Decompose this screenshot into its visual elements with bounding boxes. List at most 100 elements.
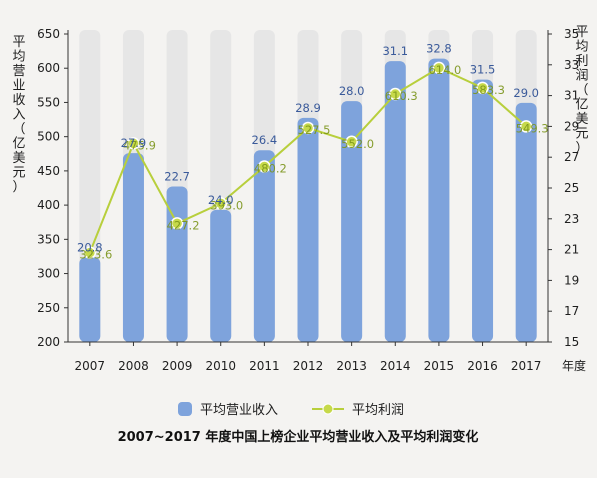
x-axis: 2007 2008 2009 2010 2011 2012 2013 2014 2015 2016…: [68, 341, 586, 373]
left-tick-label: 200: [37, 335, 60, 349]
chart-caption: 2007~2017 年度中国上榜企业平均营业收入及平均利润变化: [118, 429, 479, 445]
right-tick-label: 19: [564, 273, 579, 287]
revenue-data-label: 552.0: [341, 137, 374, 151]
revenue-data-label: 393.0: [210, 198, 243, 212]
revenue-data-label: 549.3: [516, 121, 549, 135]
left-axis-title-char: 业: [12, 79, 25, 94]
left-tick-label: 400: [37, 198, 60, 212]
right-tick-label: 29: [564, 119, 579, 133]
legend-line-marker: [322, 403, 334, 415]
revenue-bar: [428, 58, 450, 342]
revenue-data-label: 527.5: [298, 123, 331, 137]
right-tick-label: 23: [564, 212, 579, 226]
right-tick-label: 35: [564, 27, 579, 41]
left-axis-title-char: 元: [12, 166, 25, 181]
profit-data-label: 32.8: [426, 42, 452, 56]
right-axis-title-char: 美: [575, 112, 588, 127]
left-tick-label: 500: [37, 130, 60, 144]
left-axis-title-char: 收: [12, 93, 25, 108]
profit-marker: [127, 137, 140, 150]
legend-line-label: 平均利润: [352, 403, 404, 418]
x-tick-label: 2017: [511, 359, 542, 373]
profit-marker: [258, 160, 271, 173]
profit-marker: [476, 81, 489, 95]
revenue-data-label: 480.2: [254, 161, 287, 175]
x-tick-label: 2008: [118, 359, 149, 373]
right-tick-label: 21: [564, 243, 579, 257]
x-tick-label: 2011: [249, 359, 280, 373]
revenue-data-label: 427.2: [167, 218, 200, 232]
right-axis-title-char: ）: [575, 141, 588, 156]
revenue-data-label: 323.6: [79, 248, 112, 262]
revenue-bar: [384, 61, 406, 342]
revenue-bar: [210, 209, 232, 342]
right-tick-label: 15: [564, 335, 579, 349]
x-tick-label: 2012: [293, 359, 324, 373]
right-tick-label: 31: [564, 89, 579, 103]
revenue-data-label: 583.3: [472, 83, 505, 97]
right-axis-title-char: （: [575, 83, 588, 98]
profit-marker: [214, 197, 227, 210]
profit-marker: [83, 246, 97, 259]
revenue-bar: [341, 101, 363, 342]
profit-data-label: 28.9: [295, 101, 321, 115]
revenue-data-label: 475.9: [123, 138, 156, 152]
right-tick-label: 33: [564, 58, 579, 72]
left-axis: 200 250 300 350 400 450 500 550 600 650 平均营业收入（亿美元…: [12, 27, 69, 349]
revenue-bar: [79, 257, 101, 342]
profit-data-label: 31.5: [470, 63, 496, 77]
right-axis-title-char: 平: [575, 25, 588, 40]
right-axis-title-char: 均: [575, 40, 588, 55]
left-axis-title-char: ）: [12, 180, 25, 195]
profit-line: [83, 61, 533, 259]
profit-data-label: 27.9: [121, 136, 147, 150]
profit-data-label: 31.1: [382, 44, 408, 58]
legend-bar-swatch: [178, 402, 192, 416]
legend-bar-label: 平均营业收入: [200, 403, 278, 418]
left-axis-title-char: （: [12, 122, 25, 137]
x-tick-label: 2009: [162, 359, 193, 373]
right-tick-label: 25: [564, 181, 579, 195]
right-axis-title-char: 亿: [575, 98, 588, 113]
revenue-bar: [253, 150, 275, 342]
right-axis-title-char: 利: [575, 54, 588, 69]
profit-data-label: 29.0: [513, 86, 539, 100]
revenue-data-label: 614.0: [428, 63, 461, 77]
profit-data-label: 26.4: [252, 133, 278, 147]
revenue-bars: [79, 58, 537, 343]
profit-marker: [301, 121, 315, 135]
right-tick-label: 17: [564, 304, 579, 318]
profit-marker: [389, 87, 402, 101]
profit-data-label: 22.7: [164, 169, 190, 183]
profit-data-label: 20.8: [77, 240, 103, 254]
left-axis-title-char: 美: [12, 151, 25, 166]
data-labels: 323.6 475.9 427.2 393.0 480.2 527.5 552.0 610.3…: [77, 42, 549, 262]
x-tick-label: 2016: [467, 359, 498, 373]
left-tick-label: 350: [37, 232, 60, 246]
profit-data-label: 28.0: [339, 84, 365, 98]
right-axis-title-char: 润: [575, 69, 588, 84]
left-tick-label: 550: [37, 95, 60, 109]
left-tick-label: 650: [37, 27, 60, 41]
profit-marker: [170, 217, 184, 230]
x-tick-label: 2015: [424, 359, 455, 373]
x-tick-label: 2010: [205, 359, 236, 373]
left-axis-title-char: 均: [12, 50, 25, 65]
x-tick-label: 2014: [380, 359, 411, 373]
profit-data-label: 24.0: [208, 193, 234, 207]
revenue-bar: [472, 79, 494, 343]
profit-marker: [519, 120, 533, 133]
legend: 平均营业收入 平均利润: [178, 402, 404, 418]
profit-marker: [345, 135, 358, 149]
left-tick-label: 250: [37, 301, 60, 315]
revenue-bar: [122, 153, 144, 342]
profit-marker: [432, 61, 446, 75]
right-axis-title-char: 元: [575, 127, 588, 142]
left-tick-label: 600: [37, 61, 60, 75]
revenue-bar: [515, 102, 537, 342]
x-tick-label: 2007: [75, 359, 106, 373]
x-axis-title: 年度: [562, 358, 586, 373]
